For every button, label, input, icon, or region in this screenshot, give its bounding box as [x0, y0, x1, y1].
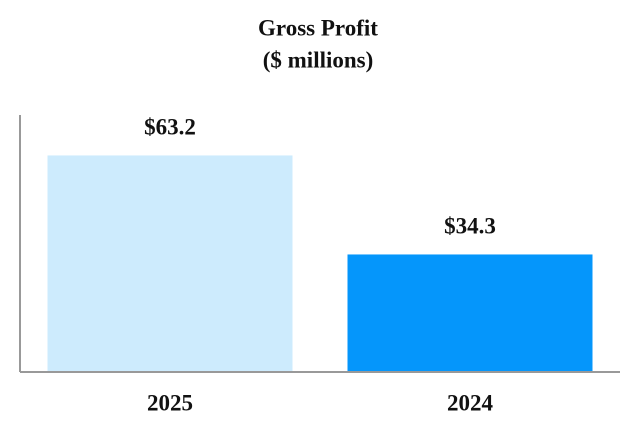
bar [47, 155, 293, 372]
chart-title: Gross Profit [258, 15, 378, 40]
value-label: $34.3 [444, 214, 496, 239]
chart-subtitle: ($ millions) [263, 47, 374, 72]
x-tick-label: 2025 [147, 390, 193, 415]
x-tick-label: 2024 [447, 390, 494, 415]
bar [347, 254, 593, 372]
value-label: $63.2 [144, 115, 196, 140]
